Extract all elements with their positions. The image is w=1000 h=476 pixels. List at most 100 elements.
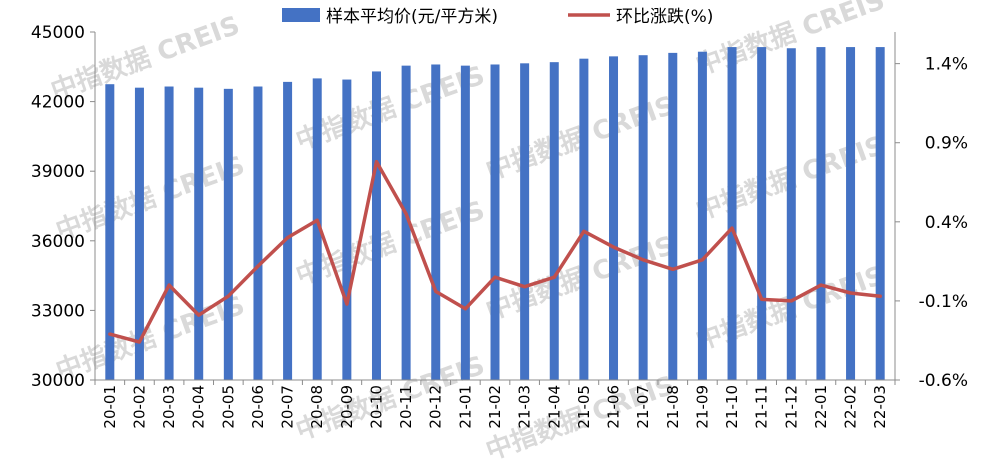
bar-20-06 [253, 86, 263, 381]
bar-20-05 [223, 88, 233, 380]
bar-20-02 [134, 87, 144, 381]
line-point-20-09 [345, 302, 349, 306]
bar-20-07 [283, 81, 293, 380]
x-tick-label: 20-08 [308, 385, 326, 429]
line-point-20-06 [256, 264, 260, 268]
line-point-20-03 [167, 283, 171, 287]
bar-20-04 [194, 87, 204, 381]
x-tick-label: 21-08 [664, 385, 682, 429]
line-point-22-02 [849, 291, 853, 295]
bar-21-12 [786, 48, 796, 381]
bar-20-01 [105, 84, 115, 380]
x-tick-label: 21-05 [575, 385, 593, 429]
x-tick-label: 21-02 [486, 385, 504, 429]
line-point-20-11 [404, 212, 408, 216]
bar-22-02 [846, 47, 856, 381]
line-point-20-08 [315, 218, 319, 222]
x-tick-label: 22-02 [842, 385, 860, 429]
bar-22-01 [816, 47, 826, 381]
bar-21-08 [668, 52, 678, 380]
bar-21-02 [490, 64, 500, 380]
x-tick-label: 20-01 [101, 385, 119, 429]
right-tick-label: -0.6% [919, 371, 968, 391]
x-tick-label: 22-01 [812, 385, 830, 429]
x-tick-label: 21-01 [456, 385, 474, 429]
bar-21-11 [757, 47, 767, 381]
x-tick-label: 21-03 [516, 385, 534, 429]
bar-series [105, 47, 885, 381]
x-tick-label: 21-12 [782, 385, 800, 429]
bar-20-11 [401, 65, 411, 380]
x-tick-label: 21-04 [545, 385, 563, 429]
line-point-21-04 [552, 275, 556, 279]
x-tick-label: 20-05 [219, 385, 237, 429]
x-tick-label: 20-12 [427, 385, 445, 429]
x-tick-label: 21-06 [605, 385, 623, 429]
bar-21-03 [520, 63, 530, 380]
bar-20-03 [164, 86, 174, 381]
x-tick-label: 20-02 [130, 385, 148, 429]
line-point-20-02 [137, 340, 141, 344]
bar-21-04 [549, 62, 559, 380]
x-tick-label: 21-09 [693, 385, 711, 429]
x-tick-label: 20-09 [338, 385, 356, 429]
line-point-21-09 [700, 258, 704, 262]
legend-bar-label: 样本平均价(元/平方米) [326, 7, 498, 27]
line-point-21-10 [730, 226, 734, 230]
bar-21-07 [638, 55, 648, 380]
bar-20-08 [312, 78, 322, 381]
bar-21-06 [609, 56, 619, 381]
x-tick-label: 20-06 [249, 385, 267, 429]
left-tick-label: 36000 [31, 232, 85, 252]
line-point-21-05 [582, 229, 586, 233]
line-point-20-05 [226, 294, 230, 298]
right-tick-label: 0.4% [925, 213, 968, 233]
x-tick-label: 20-11 [397, 385, 415, 429]
line-point-20-04 [197, 313, 201, 317]
bar-20-09 [342, 79, 352, 380]
left-tick-label: 42000 [31, 93, 85, 113]
x-tick-label: 20-10 [367, 385, 385, 429]
line-point-21-01 [463, 307, 467, 311]
line-point-20-01 [108, 332, 112, 336]
legend-bar-swatch [282, 8, 320, 22]
x-tick-label: 21-11 [753, 385, 771, 429]
line-point-21-06 [612, 245, 616, 249]
line-point-21-12 [789, 299, 793, 303]
line-point-21-11 [760, 297, 764, 301]
line-point-22-03 [878, 294, 882, 298]
right-tick-label: 1.4% [925, 55, 968, 75]
line-point-20-07 [286, 236, 290, 240]
line-point-20-10 [374, 160, 378, 164]
right-tick-label: -0.1% [919, 292, 968, 312]
left-tick-label: 39000 [31, 162, 85, 182]
bar-22-03 [875, 47, 885, 381]
legend: 样本平均价(元/平方米) 环比涨跌(%) [282, 7, 713, 27]
bar-20-12 [431, 64, 441, 380]
x-tick-label: 21-10 [723, 385, 741, 429]
bar-21-09 [697, 51, 707, 380]
bar-21-05 [579, 58, 589, 381]
left-tick-label: 45000 [31, 23, 85, 43]
left-tick-label: 30000 [31, 371, 85, 391]
bar-20-10 [371, 71, 381, 380]
line-series [108, 159, 882, 344]
bar-21-10 [727, 47, 737, 381]
line-point-21-08 [671, 267, 675, 271]
left-tick-label: 33000 [31, 301, 85, 321]
line-point-20-12 [434, 289, 438, 293]
x-tick-label: 20-07 [279, 385, 297, 429]
axes: 45000 42000 39000 36000 33000 30000 1.4% 0.9% 0.… [31, 23, 968, 429]
bar-21-01 [460, 65, 470, 380]
x-tick-label: 22-03 [871, 385, 889, 429]
line-point-21-07 [641, 258, 645, 262]
right-tick-label: 0.9% [925, 134, 968, 154]
line-point-22-01 [819, 283, 823, 287]
line-point-21-02 [493, 275, 497, 279]
x-tick-label: 20-04 [190, 385, 208, 429]
x-tick-label: 20-03 [160, 385, 178, 429]
x-tick-label: 21-07 [634, 385, 652, 429]
line-point-21-03 [523, 285, 527, 289]
legend-line-label: 环比涨跌(%) [616, 7, 713, 27]
